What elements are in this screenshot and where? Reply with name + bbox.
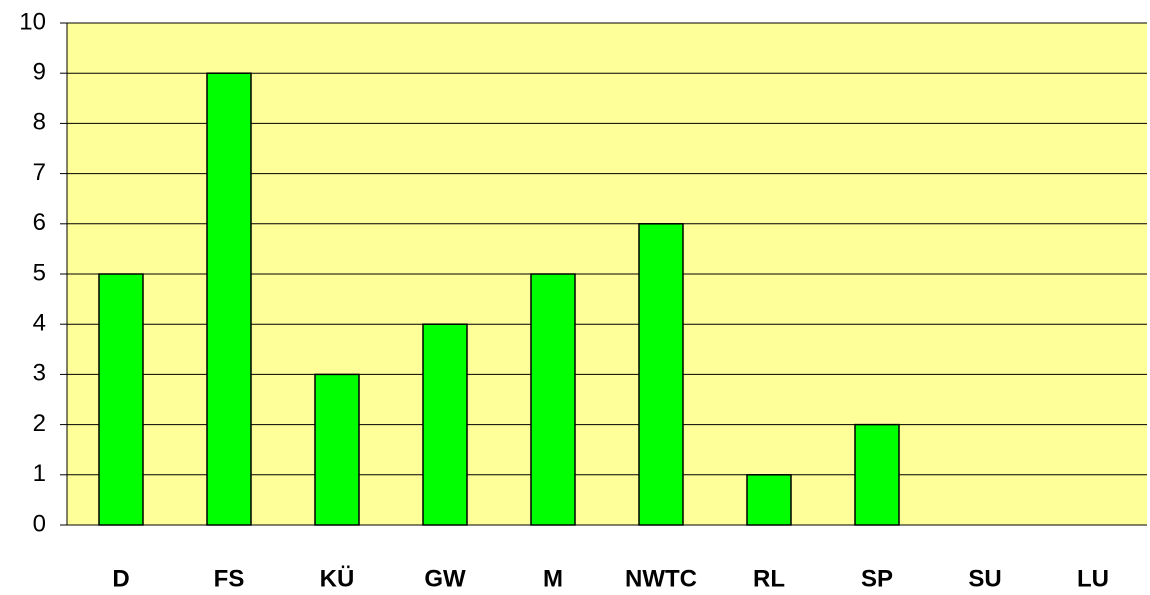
bar: [530, 273, 576, 526]
y-tick-label: 6: [33, 209, 46, 236]
x-tick-label: SP: [861, 565, 893, 592]
x-tick-label: D: [112, 565, 129, 592]
x-tick-label: NWTC: [625, 565, 697, 592]
y-tick-label: 3: [33, 360, 46, 387]
y-tick-label: 1: [33, 460, 46, 487]
x-tick-label: LU: [1077, 565, 1109, 592]
bar: [98, 273, 144, 526]
y-tick-label: 2: [33, 410, 46, 437]
bar: [854, 423, 900, 526]
y-tick-label: 0: [33, 510, 46, 537]
bar: [638, 223, 684, 526]
bar: [422, 323, 468, 526]
bar: [206, 72, 252, 526]
bar: [746, 474, 792, 526]
x-tick-label: GW: [424, 565, 466, 592]
y-tick-label: 4: [33, 310, 46, 337]
x-tick-label: FS: [214, 565, 245, 592]
x-tick-label: M: [543, 565, 563, 592]
y-tick-label: 5: [33, 259, 46, 286]
y-tick-label: 7: [33, 159, 46, 186]
y-tick-label: 8: [33, 109, 46, 136]
y-tick-label: 9: [33, 59, 46, 86]
x-tick-label: KÜ: [320, 565, 355, 592]
x-tick-label: RL: [753, 565, 785, 592]
x-tick-label: SU: [968, 565, 1001, 592]
bar: [314, 373, 360, 526]
y-tick-label: 10: [19, 8, 46, 35]
